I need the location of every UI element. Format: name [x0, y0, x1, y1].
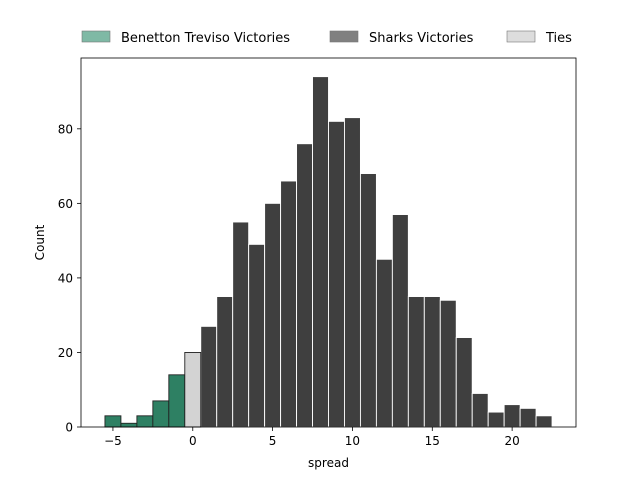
- bar-sharks-victories-18: [471, 393, 489, 428]
- bar-benetton-treviso-victories-minus4: [120, 422, 138, 428]
- bar-sharks-victories-4: [248, 243, 266, 428]
- bar-benetton-treviso-victories-minus1: [168, 374, 186, 428]
- bar-sharks-victories-2: [216, 296, 234, 428]
- bars-layer: [104, 76, 553, 428]
- bar-sharks-victories-13: [391, 214, 409, 428]
- x-axis-label: spread: [308, 456, 349, 470]
- legend-label: Sharks Victories: [369, 31, 474, 46]
- x-tick-label: 5: [269, 434, 277, 448]
- legend-swatch: [506, 30, 536, 43]
- y-axis-ticks: 0 20 40 60 80: [58, 122, 81, 435]
- x-tick-label: −5: [104, 434, 122, 448]
- bar-sharks-victories-20: [503, 404, 521, 428]
- bar-sharks-victories-17: [455, 337, 473, 428]
- legend-swatch: [81, 30, 111, 43]
- y-axis-label: Count: [33, 224, 47, 260]
- bar-sharks-victories-6: [280, 180, 298, 428]
- bar-sharks-victories-8: [312, 76, 329, 428]
- y-tick-label: 20: [58, 346, 73, 360]
- y-tick-label: 80: [58, 122, 73, 136]
- x-tick-label: 0: [189, 434, 197, 448]
- bar-sharks-victories-3: [232, 221, 250, 428]
- bar-sharks-victories-16: [439, 299, 457, 428]
- x-tick-label: 15: [425, 434, 440, 448]
- y-tick-label: 60: [58, 197, 73, 211]
- bar-sharks-victories-19: [487, 411, 505, 428]
- bar-benetton-treviso-victories-minus2: [152, 400, 170, 428]
- bar-sharks-victories-10: [344, 117, 361, 428]
- y-tick-label: 0: [65, 421, 73, 435]
- x-axis-ticks: −5 0 5 10 15 20: [104, 427, 520, 448]
- bar-benetton-treviso-victories-minus5: [104, 415, 122, 428]
- bar-sharks-victories-11: [359, 173, 377, 428]
- bar-sharks-victories-21: [519, 407, 537, 428]
- legend-entry-benetton-treviso-victories: Benetton Treviso Victories: [81, 30, 290, 46]
- legend-label: Benetton Treviso Victories: [121, 31, 290, 46]
- axes-frame: [80, 57, 577, 428]
- x-tick-label: 10: [345, 434, 360, 448]
- bar-sharks-victories-14: [407, 296, 425, 428]
- legend-label: Ties: [545, 31, 572, 46]
- bar-benetton-treviso-victories-minus3: [136, 415, 154, 428]
- x-tick-label: 20: [504, 434, 519, 448]
- bar-sharks-victories-15: [423, 296, 441, 428]
- bar-sharks-victories-9: [328, 120, 345, 428]
- bar-sharks-victories-7: [296, 143, 313, 428]
- y-tick-label: 40: [58, 271, 73, 285]
- legend-entry-ties: Ties: [506, 30, 572, 46]
- bar-sharks-victories-5: [264, 202, 282, 428]
- legend: Benetton Treviso Victories Sharks Victori…: [81, 30, 572, 46]
- bar-sharks-victories-1: [200, 325, 218, 428]
- bar-sharks-victories-22: [535, 415, 553, 428]
- legend-entry-sharks-victories: Sharks Victories: [329, 30, 474, 46]
- bar-sharks-victories-12: [375, 258, 393, 428]
- bar-ties-0: [184, 352, 202, 428]
- legend-swatch: [329, 30, 359, 43]
